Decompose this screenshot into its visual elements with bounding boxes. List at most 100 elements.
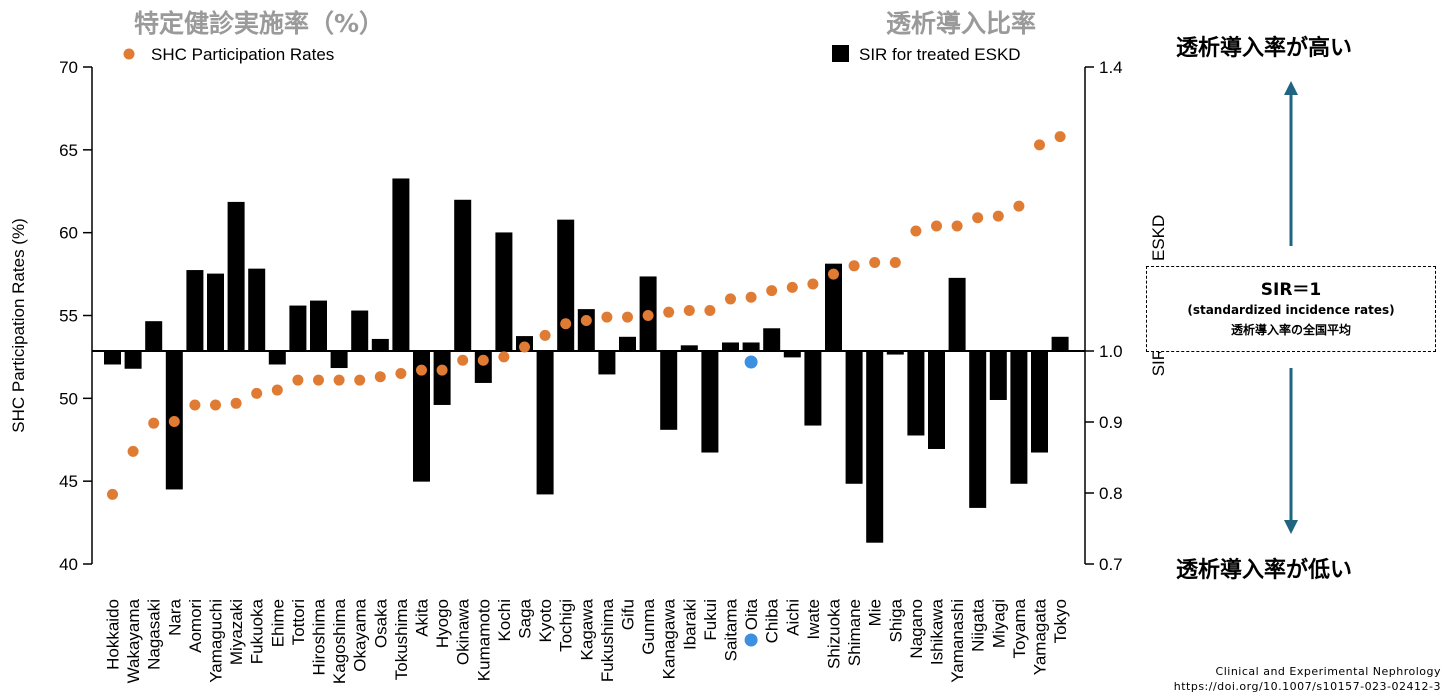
shc-point-osaka [374,371,386,383]
category-label-osaka: Osaka [371,598,390,648]
highlight-marker [744,355,758,369]
sir-bar-aichi [783,351,801,358]
right-tick-label: 0.9 [1099,413,1123,432]
right-axis-jp-title: 透析導入比率 [886,9,1037,38]
right-tick-label: 1.4 [1099,58,1123,77]
shc-point-mie [869,256,881,268]
shc-point-nagano [910,225,922,237]
sir-bar-miyagi [989,351,1007,400]
category-label-gifu: Gifu [619,599,638,630]
citation-journal: Clinical and Experimental Nephrology [1215,665,1441,678]
category-label-hyogo: Hyogo [433,599,452,648]
shc-point-saitama [725,293,736,305]
sir-bar-yamagata [1031,351,1048,453]
shc-point-gifu [622,311,633,323]
category-label-nagano: Nagano [907,599,926,659]
sir-bar-shimane [845,351,863,484]
sir-bar-osaka [371,338,389,351]
category-label-okinawa: Okinawa [454,598,473,665]
sir-jp-label: 透析導入率の全国平均 [1230,323,1351,337]
legend-left-label: SHC Participation Rates [151,45,334,64]
shc-point-hiroshima [313,374,324,386]
category-label-akita: Akita [413,598,432,636]
left-tick-label: 65 [59,141,78,160]
category-label-shiga: Shiga [886,598,905,642]
sir-bar-niigata [969,351,987,508]
shc-point-okinawa [457,354,469,366]
sir-main-label: SIR＝1 [1260,280,1322,300]
category-label-fukuoka: Fukuoka [248,598,267,664]
shc-point-nara [168,416,180,428]
sir-bar-hokkaido [104,351,121,365]
category-label-saitama: Saitama [722,598,741,661]
shc-point-saga [519,341,530,353]
category-label-shizuoka: Shizuoka [825,598,844,668]
shc-point-iwate [807,278,819,290]
sir-bar-kanagawa [660,351,678,430]
left-axis-jp-title: 特定健診実施率（%） [134,9,385,38]
shc-point-oita [745,291,757,303]
category-label-yamaguchi: Yamaguchi [207,599,226,683]
sir-bar-okinawa [454,199,472,351]
sir-bar-oita [742,342,760,351]
left-tick-label: 40 [59,555,78,574]
category-label-niigata: Niigata [969,598,988,651]
shc-point-chiba [766,285,778,297]
sir-bar-kochi [495,232,513,351]
shc-point-yamanashi [951,220,963,232]
sir-bar-hyogo [433,351,451,405]
category-label-hiroshima: Hiroshima [310,598,329,675]
category-label-mie: Mie [866,599,885,626]
sir-bar-mie [866,351,884,543]
left-tick-label: 45 [59,472,78,491]
shc-point-toyama [1013,200,1025,212]
high-rate-label: 透析導入率が高い [1176,36,1353,61]
category-label-kyoto: Kyoto [536,599,555,642]
left-tick-label: 70 [59,58,78,77]
shc-point-kagawa [580,314,592,326]
sir-bar-tokushima [392,178,410,351]
shc-point-miyagi [992,210,1004,222]
up-arrow-icon [1284,81,1298,95]
sir-bar-shizuoka [825,263,842,351]
right-tick-label: 0.7 [1099,555,1123,574]
down-arrow-icon [1284,520,1298,534]
category-label-shimane: Shimane [845,599,864,666]
sir-bar-toyama [1010,351,1028,484]
shc-point-aichi [786,281,798,293]
shc-point-aomori [189,399,201,411]
sir-bar-shiga [886,351,904,355]
category-label-aichi: Aichi [783,599,802,636]
shc-point-tokyo [1054,131,1066,143]
shc-point-miyazaki [230,397,242,409]
right-tick-label: 0.8 [1099,484,1123,503]
shc-point-ibaraki [683,305,695,317]
category-label-kanagawa: Kanagawa [660,598,679,679]
category-label-tochigi: Tochigi [557,599,576,652]
shc-point-fukushima [601,311,613,323]
category-label-aomori: Aomori [186,599,205,653]
category-label-kochi: Kochi [495,599,514,642]
shc-point-wakayama [127,445,139,457]
legend-dot-icon [123,48,135,60]
sir-bar-saitama [722,342,739,351]
sir-bar-akita [413,351,430,482]
category-label-ibaraki: Ibaraki [680,599,699,650]
category-label-kumamoto: Kumamoto [474,599,493,681]
shc-point-fukui [704,305,716,317]
shc-point-kochi [498,351,510,363]
category-label-ehime: Ehime [268,599,287,647]
shc-point-kyoto [539,329,551,341]
shc-point-nagasaki [148,417,160,429]
sir-bar-yamaguchi [207,273,224,351]
sir-bar-okayama [351,310,369,351]
sir-bar-ibaraki [680,345,698,351]
category-label-kagawa: Kagawa [577,598,596,660]
category-label-ishikawa: Ishikawa [928,598,947,665]
sir-bar-tokyo [1051,336,1069,351]
category-label-toyama: Toyama [1010,598,1029,658]
sir-bar-nagasaki [145,321,163,351]
category-label-yamanashi: Yamanashi [948,599,967,683]
shc-point-ehime [271,384,283,396]
category-label-tokyo: Tokyo [1051,599,1070,643]
